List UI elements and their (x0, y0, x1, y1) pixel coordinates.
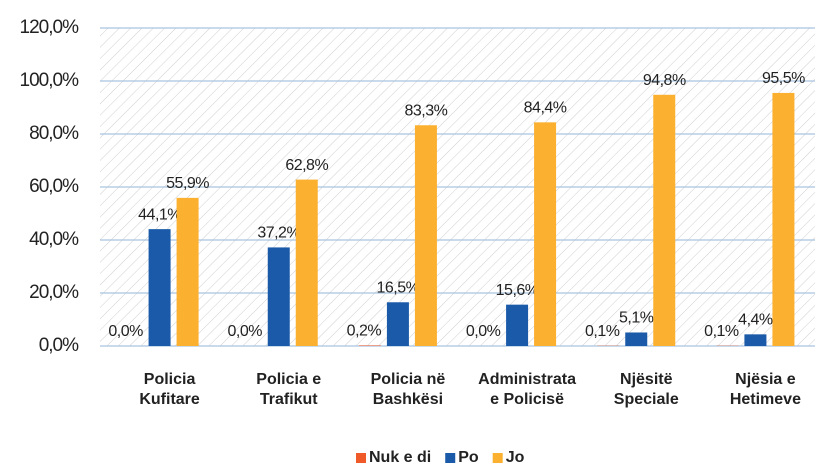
x-tick-label: Administrata (478, 371, 576, 388)
x-tick-label: Hetimeve (730, 391, 801, 408)
value-label: 4,4% (738, 312, 773, 329)
bar (744, 334, 767, 346)
bar (534, 122, 557, 346)
value-label: 0,1% (704, 323, 739, 340)
y-tick-label: 100,0% (20, 70, 80, 91)
bar (653, 94, 676, 346)
value-label: 84,4% (524, 100, 567, 117)
value-label: 0,2% (347, 323, 382, 340)
value-label: 0,0% (108, 323, 143, 340)
value-label: 0,0% (466, 323, 501, 340)
legend-label: Po (458, 449, 479, 466)
x-tick-label: Speciale (614, 391, 679, 408)
value-label: 37,2% (257, 225, 300, 242)
y-tick-label: 120,0% (20, 17, 80, 38)
bar (295, 179, 318, 346)
legend-label: Nuk e di (369, 449, 431, 466)
y-tick-label: 20,0% (29, 282, 79, 303)
legend-swatch (492, 453, 503, 463)
bar (772, 92, 795, 346)
value-label: 55,9% (166, 175, 209, 192)
value-label: 15,6% (496, 282, 539, 299)
legend-swatch (356, 453, 366, 463)
bar (358, 345, 381, 346)
value-label: 62,8% (285, 157, 328, 174)
value-label: 94,8% (643, 72, 686, 89)
x-tick-label: e Policisë (490, 391, 564, 408)
bar (176, 197, 199, 346)
bar (386, 302, 409, 346)
value-label: 95,5% (762, 70, 805, 87)
value-label: 16,5% (376, 279, 419, 296)
x-tick-label: Policia (144, 371, 196, 388)
legend-swatch (445, 453, 456, 463)
y-tick-label: 60,0% (29, 176, 79, 197)
bar (267, 247, 290, 346)
y-tick-label: 40,0% (29, 229, 79, 250)
y-tick-label: 0,0% (39, 335, 79, 356)
bar (148, 229, 171, 346)
x-tick-label: Bashkësi (373, 391, 443, 408)
bar (414, 125, 437, 346)
legend-label: Jo (506, 449, 525, 466)
bar (506, 304, 529, 346)
x-tick-label: Policia e (256, 371, 321, 388)
value-label: 0,1% (585, 323, 620, 340)
value-label: 83,3% (404, 102, 447, 119)
value-label: 44,1% (138, 206, 181, 223)
x-tick-label: Trafikut (260, 391, 318, 408)
bar (625, 332, 648, 346)
x-tick-label: Kufitare (139, 391, 200, 408)
y-tick-label: 80,0% (29, 123, 79, 144)
x-tick-label: Policia në (371, 371, 446, 388)
x-tick-label: Njësitë (620, 371, 673, 388)
value-label: 0,0% (228, 323, 263, 340)
x-tick-label: Njësia e (735, 371, 796, 388)
value-label: 5,1% (619, 310, 654, 327)
